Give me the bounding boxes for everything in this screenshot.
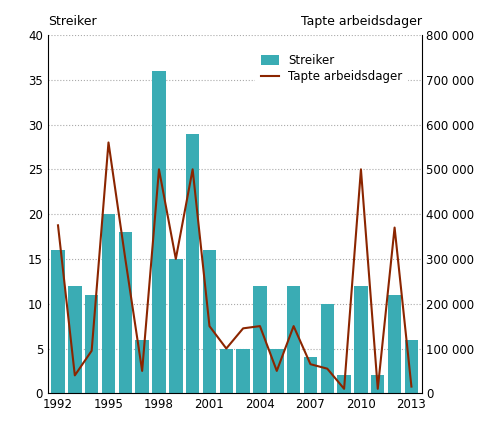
- Bar: [253, 286, 267, 393]
- Bar: [354, 286, 368, 393]
- Bar: [371, 375, 385, 393]
- Bar: [152, 71, 166, 393]
- Bar: [270, 349, 284, 393]
- Legend: Streiker, Tapte arbeidsdager: Streiker, Tapte arbeidsdager: [255, 48, 408, 90]
- Bar: [119, 232, 132, 393]
- Bar: [68, 286, 81, 393]
- Bar: [237, 349, 250, 393]
- Bar: [51, 250, 65, 393]
- Bar: [203, 250, 216, 393]
- Bar: [304, 357, 317, 393]
- Text: Streiker: Streiker: [48, 15, 97, 28]
- Bar: [136, 340, 149, 393]
- Bar: [102, 214, 115, 393]
- Bar: [287, 286, 300, 393]
- Bar: [388, 295, 401, 393]
- Bar: [169, 259, 182, 393]
- Bar: [320, 304, 334, 393]
- Bar: [85, 295, 98, 393]
- Bar: [405, 340, 418, 393]
- Bar: [219, 349, 233, 393]
- Bar: [186, 134, 199, 393]
- Text: Tapte arbeidsdager: Tapte arbeidsdager: [300, 15, 422, 28]
- Bar: [337, 375, 351, 393]
